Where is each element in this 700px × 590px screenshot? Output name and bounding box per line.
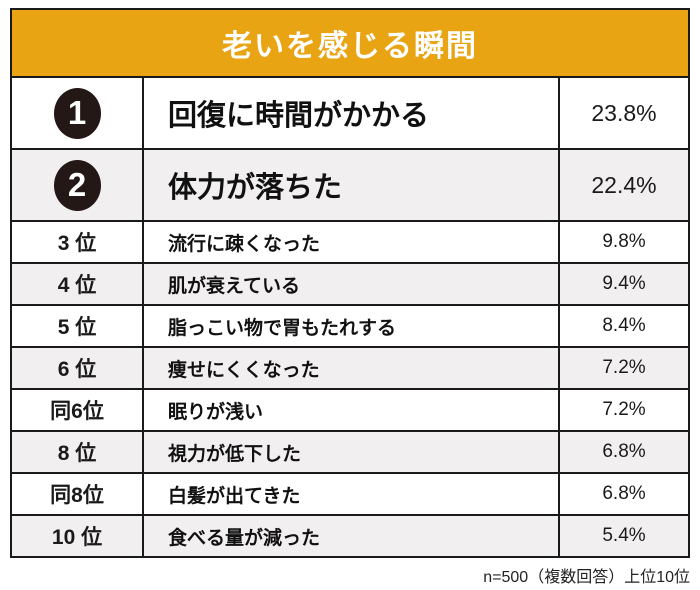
rank-cell: 8 位 <box>12 432 142 472</box>
table-row: 8 位視力が低下した 6.8% <box>12 432 688 472</box>
table-row: 5 位脂っこい物で胃もたれする 8.4% <box>12 306 688 346</box>
rank-badge: 2 <box>53 159 101 211</box>
item-label: 肌が衰えている <box>144 264 558 304</box>
table-row: 4 位肌が衰えている 9.4% <box>12 264 688 304</box>
percentage-value: 7.2% <box>560 390 688 430</box>
item-label: 視力が低下した <box>144 432 558 472</box>
ranking-table: 老いを感じる瞬間 1 回復に時間がかかる 23.8% 2 体力が落ちた 22.4% 3 位流… <box>10 8 690 558</box>
percentage-value: 22.4% <box>560 150 688 220</box>
table-header: 老いを感じる瞬間 <box>12 10 688 76</box>
item-label: 白髪が出てきた <box>144 474 558 514</box>
item-label: 脂っこい物で胃もたれする <box>144 306 558 346</box>
percentage-value: 6.8% <box>560 474 688 514</box>
table-row: 同8位 白髪が出てきた 6.8% <box>12 474 688 514</box>
percentage-value: 6.8% <box>560 432 688 472</box>
item-label: 流行に疎くなった <box>144 222 558 262</box>
table-row: 1 回復に時間がかかる 23.8% <box>12 78 688 148</box>
table-row: 同6位 眠りが浅い 7.2% <box>12 390 688 430</box>
percentage-value: 7.2% <box>560 348 688 388</box>
percentage-value: 5.4% <box>560 516 688 556</box>
rank-cell: 10 位 <box>12 516 142 556</box>
rank-cell: 2 <box>12 150 142 220</box>
table-row: 10 位食べる量が減った 5.4% <box>12 516 688 556</box>
item-label: 痩せにくくなった <box>144 348 558 388</box>
rank-cell: 5 位 <box>12 306 142 346</box>
rank-cell: 3 位 <box>12 222 142 262</box>
table-row: 3 位流行に疎くなった 9.8% <box>12 222 688 262</box>
rank-cell: 1 <box>12 78 142 148</box>
percentage-value: 8.4% <box>560 306 688 346</box>
rank-cell: 同8位 <box>12 474 142 514</box>
rank-badge: 1 <box>53 87 101 139</box>
percentage-value: 23.8% <box>560 78 688 148</box>
rank-cell: 6 位 <box>12 348 142 388</box>
percentage-value: 9.8% <box>560 222 688 262</box>
table-row: 6 位痩せにくくなった 7.2% <box>12 348 688 388</box>
page-title: 老いを感じる瞬間 <box>222 30 478 63</box>
rank-cell: 4 位 <box>12 264 142 304</box>
sample-size-note: n=500（複数回答）上位10位 <box>483 569 690 586</box>
rank-cell: 同6位 <box>12 390 142 430</box>
item-label: 食べる量が減った <box>144 516 558 556</box>
item-label: 体力が落ちた <box>144 150 558 220</box>
percentage-value: 9.4% <box>560 264 688 304</box>
item-label: 眠りが浅い <box>144 390 558 430</box>
table-row: 2 体力が落ちた 22.4% <box>12 150 688 220</box>
item-label: 回復に時間がかかる <box>144 78 558 148</box>
